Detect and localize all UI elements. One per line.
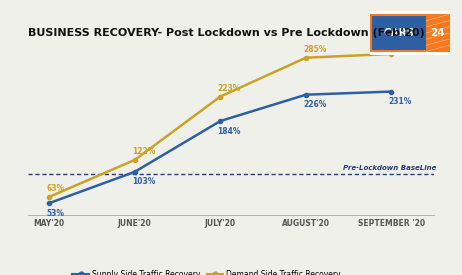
Text: 24: 24 — [431, 28, 445, 38]
Supply Side Traffic Recovery — [218, 119, 223, 123]
Demand Side Traffic Recovery — [218, 95, 223, 98]
Bar — [371, 15, 426, 51]
Text: CARS: CARS — [383, 28, 414, 38]
Demand Side Traffic Recovery — [132, 158, 138, 162]
Demand Side Traffic Recovery — [389, 52, 394, 56]
Text: 223%: 223% — [218, 84, 241, 93]
Text: BUSINESS RECOVERY- Post Lockdown vs Pre Lockdown (Feb’20): BUSINESS RECOVERY- Post Lockdown vs Pre … — [28, 28, 425, 37]
Text: 226%: 226% — [303, 100, 327, 109]
Supply Side Traffic Recovery — [46, 202, 52, 205]
Line: Supply Side Traffic Recovery: Supply Side Traffic Recovery — [47, 89, 394, 205]
Text: 53%: 53% — [46, 209, 64, 218]
Text: 285%: 285% — [303, 45, 327, 54]
Line: Demand Side Traffic Recovery: Demand Side Traffic Recovery — [47, 52, 394, 199]
Text: 103%: 103% — [132, 177, 155, 186]
Text: 231%: 231% — [389, 97, 412, 106]
Legend: Supply Side Traffic Recovery, Demand Side Traffic Recovery: Supply Side Traffic Recovery, Demand Sid… — [69, 267, 344, 275]
Text: 291%: 291% — [389, 41, 412, 50]
Demand Side Traffic Recovery — [46, 195, 52, 199]
Demand Side Traffic Recovery — [303, 56, 309, 59]
Text: 184%: 184% — [218, 126, 241, 136]
Supply Side Traffic Recovery — [303, 93, 309, 96]
Text: 122%: 122% — [132, 147, 155, 156]
Bar — [426, 15, 449, 51]
Bar — [371, 15, 449, 51]
Supply Side Traffic Recovery — [389, 90, 394, 93]
Supply Side Traffic Recovery — [132, 170, 138, 174]
Text: Pre-Lockdown BaseLine: Pre-Lockdown BaseLine — [343, 165, 436, 171]
Text: 63%: 63% — [46, 184, 65, 193]
